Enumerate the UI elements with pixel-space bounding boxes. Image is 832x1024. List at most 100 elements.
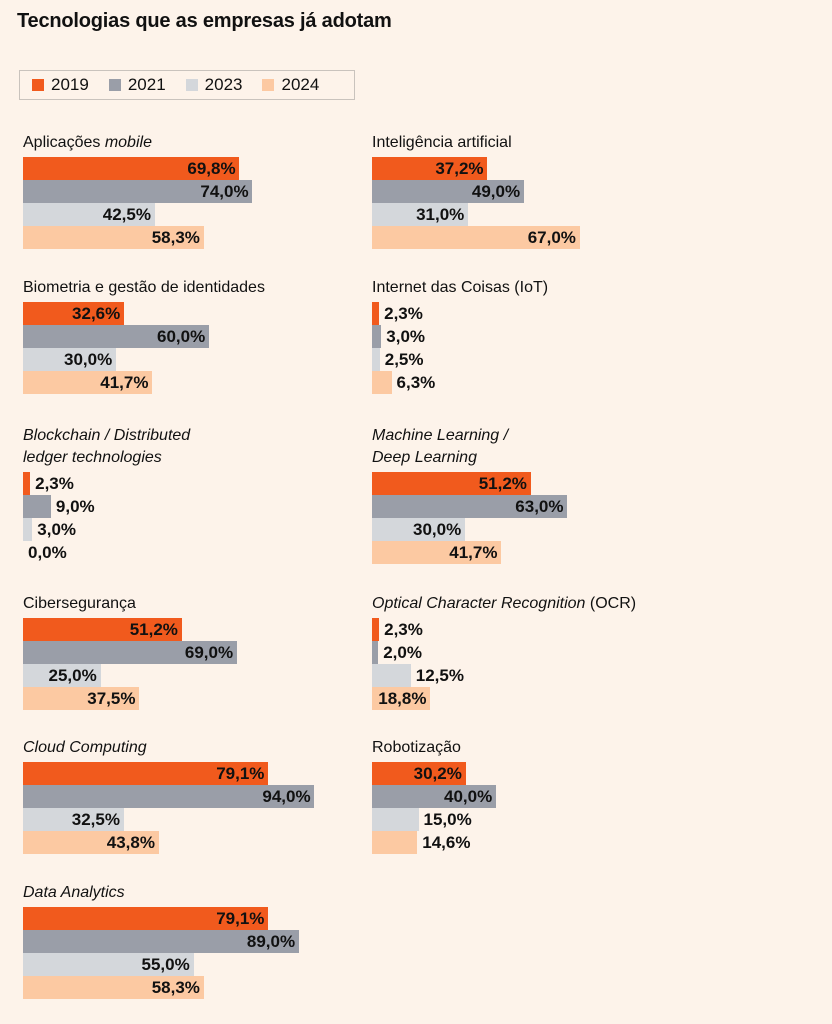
bar-row-2019: 51,2% [23,618,363,641]
bar-2023 [23,808,124,831]
bar-value-label: 18,8% [378,689,427,708]
bar-row-2021: 49,0% [372,180,712,203]
bar-row-2024: 58,3% [23,976,363,999]
bar-value-label: 14,6% [422,833,471,852]
legend-item-2023: 2023 [185,75,243,95]
bar-value-label: 31,0% [416,205,465,224]
bar-value-label: 3,0% [386,327,426,346]
bar-value-label: 2,3% [35,474,74,493]
panel-title-part: (OCR) [585,595,637,612]
bar-2021 [23,641,237,664]
bar-2024 [23,687,140,710]
bar-2023 [372,203,469,226]
bar-value-label: 2,3% [384,620,423,639]
chart-panel: Biometria e gestão de identidades 32,6% 60… [23,277,363,394]
legend-item-2024: 2024 [262,75,319,95]
bar-2019 [372,618,380,641]
panel-title: Biometria e gestão de identidades [23,277,363,299]
panel-title: Cibersegurança [23,593,363,615]
bar-2024 [372,687,431,710]
legend-label-2019: 2019 [51,75,89,94]
bar-value-label: 2,3% [384,304,423,323]
bar-value-label: 43,8% [106,833,155,852]
bar-2021 [23,785,315,808]
bar-2021 [23,930,299,953]
chart-panel: Robotização 30,2% 40,0% 15,0% 14,6% [372,737,712,854]
panel-title-part: Biometria e gestão de identidades [23,279,265,296]
panel-title-part: Robotização [372,739,461,756]
bar-row-2021: 2,0% [372,641,712,664]
bar-row-2024: 14,6% [372,831,712,854]
panel-title-part: Internet das Coisas (IoT) [372,279,549,296]
bar-2021 [372,495,568,518]
bar-value-label: 40,0% [444,787,493,806]
bar-row-2023: 2,5% [372,348,712,371]
chart-title: Tecnologias que as empresas já adotam [17,10,392,32]
bar-value-label: 58,3% [151,228,200,247]
chart-panel: Inteligência artificial 37,2% 49,0% 31,0% 67… [372,132,712,249]
legend-label-2024: 2024 [281,75,320,94]
panel-title: Machine Learning / Deep Learning [372,425,712,469]
bar-value-label: 51,2% [129,620,178,639]
bar-row-2023: 15,0% [372,808,712,831]
bar-value-label: 2,0% [383,643,422,662]
chart-panel: Machine Learning / Deep Learning 51,2% 63,0… [372,425,712,564]
bar-2023 [23,518,33,541]
legend-swatch-2021 [108,79,121,91]
bar-2021 [372,641,379,664]
bar-2021 [23,180,253,203]
bar-2021 [23,495,51,518]
panel-title-part: Cibersegurança [23,595,136,612]
bar-row-2024: 58,3% [23,226,363,249]
bar-row-2019: 51,2% [372,472,712,495]
bar-row-2021: 60,0% [23,325,363,348]
bar-2023 [372,664,411,687]
bar-row-2019: 2,3% [372,302,712,325]
bar-value-label: 63,0% [515,497,564,516]
legend: 2019 2021 2023 2024 [19,70,355,100]
bar-value-label: 15,0% [423,810,472,829]
bar-row-2019: 79,1% [23,907,363,930]
panel-title: Robotização [372,737,712,759]
panel-title-line: Machine Learning / [372,427,509,444]
bar-row-2023: 12,5% [372,664,712,687]
bar-value-label: 9,0% [55,497,95,516]
bar-2019 [23,907,269,930]
legend-swatch-2019 [32,79,44,91]
bar-row-2023: 32,5% [23,808,363,831]
bar-row-2023: 42,5% [23,203,363,226]
bar-row-2019: 2,3% [372,618,712,641]
bar-2024 [372,371,392,394]
panel-title-line: Deep Learning [372,449,477,466]
bar-value-label: 51,2% [478,474,527,493]
bar-value-label: 55,0% [141,955,190,974]
panel-title-part: Inteligência artificial [372,134,512,151]
bar-row-2024: 18,8% [372,687,712,710]
legend-item-2019: 2019 [32,75,89,95]
bar-value-label: 37,5% [87,689,136,708]
bar-value-label: 41,7% [449,543,498,562]
bar-value-label: 3,0% [37,520,77,539]
bar-value-label: 37,2% [435,159,484,178]
bar-row-2023: 30,0% [372,518,712,541]
bar-row-2023: 3,0% [23,518,363,541]
bar-row-2021: 94,0% [23,785,363,808]
chart-panel: Optical Character Recognition (OCR) 2,3% 2… [372,593,712,710]
bar-value-label: 25,0% [48,666,97,685]
bar-row-2023: 25,0% [23,664,363,687]
bar-value-label: 0,0% [28,543,67,562]
bar-2023 [372,518,465,541]
bar-value-label: 49,0% [471,182,521,201]
bar-2019 [372,762,466,785]
bar-row-2019: 37,2% [372,157,712,180]
bar-row-2024: 43,8% [23,831,363,854]
bar-row-2021: 89,0% [23,930,363,953]
bar-row-2019: 2,3% [23,472,363,495]
bar-value-label: 32,5% [71,810,120,829]
bar-2023 [23,203,155,226]
bar-row-2024: 37,5% [23,687,363,710]
bar-row-2023: 55,0% [23,953,363,976]
legend-label-2023: 2023 [204,75,243,94]
bar-2019 [23,302,125,325]
bar-row-2021: 40,0% [372,785,712,808]
